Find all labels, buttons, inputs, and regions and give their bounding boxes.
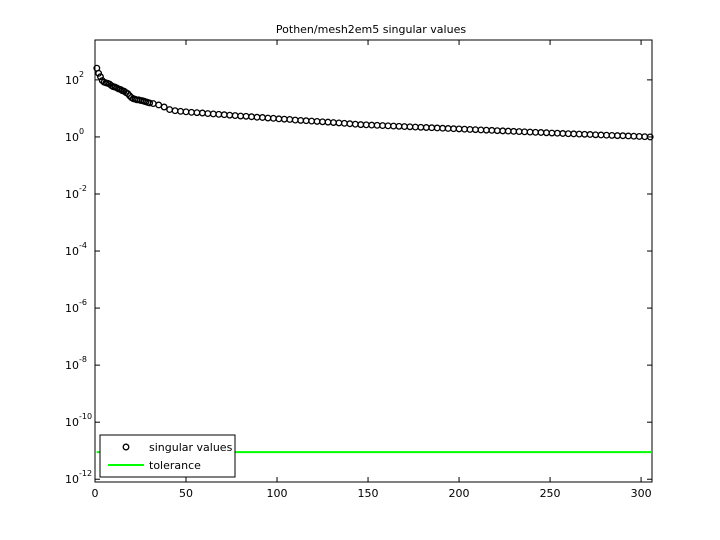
y-tick-base: 10: [65, 245, 79, 258]
plot-frame: [94, 39, 653, 483]
y-tick-exponent: -6: [79, 298, 87, 307]
data-point: [646, 133, 654, 141]
x-tick-label: 150: [358, 487, 379, 500]
y-tick-label: 10-10: [65, 412, 92, 429]
y-tick-base: 10: [65, 302, 79, 315]
x-tick-label: 50: [179, 487, 193, 500]
y-tick-label: 10-8: [65, 355, 87, 372]
x-tick-label: 0: [92, 487, 99, 500]
legend-box: [99, 434, 236, 478]
y-tick-exponent: -2: [79, 184, 87, 193]
y-tick-label: 10-4: [65, 241, 87, 258]
data-point: [95, 69, 103, 77]
y-tick-label: 10-2: [65, 184, 87, 201]
y-tick-base: 10: [65, 416, 79, 429]
data-point: [160, 103, 168, 111]
y-tick-base: 10: [65, 359, 79, 372]
x-tick-label: 300: [631, 487, 652, 500]
legend-label: tolerance: [149, 459, 201, 472]
x-tick-label: 100: [267, 487, 288, 500]
y-tick-exponent: 0: [79, 127, 84, 136]
y-tick-label: 100: [65, 127, 84, 144]
legend-label: singular values: [149, 441, 233, 454]
x-tick-label: 250: [540, 487, 561, 500]
y-tick-label: 10-6: [65, 298, 87, 315]
y-tick-exponent: -12: [79, 469, 92, 478]
y-tick-exponent: -10: [79, 412, 92, 421]
data-point: [97, 73, 104, 81]
y-tick-exponent: -4: [79, 241, 87, 250]
chart-title: Pothen/mesh2em5 singular values: [276, 23, 466, 36]
y-tick-label: 102: [65, 70, 84, 87]
x-tick-label: 200: [449, 487, 470, 500]
y-tick-base: 10: [65, 473, 79, 486]
data-point: [146, 99, 154, 107]
y-tick-exponent: -8: [79, 355, 87, 364]
y-tick-base: 10: [65, 74, 79, 87]
y-tick-base: 10: [65, 188, 79, 201]
y-tick-exponent: 2: [79, 70, 84, 79]
y-tick-label: 10-12: [65, 469, 92, 486]
y-tick-base: 10: [65, 131, 79, 144]
legend-marker: [122, 443, 130, 451]
